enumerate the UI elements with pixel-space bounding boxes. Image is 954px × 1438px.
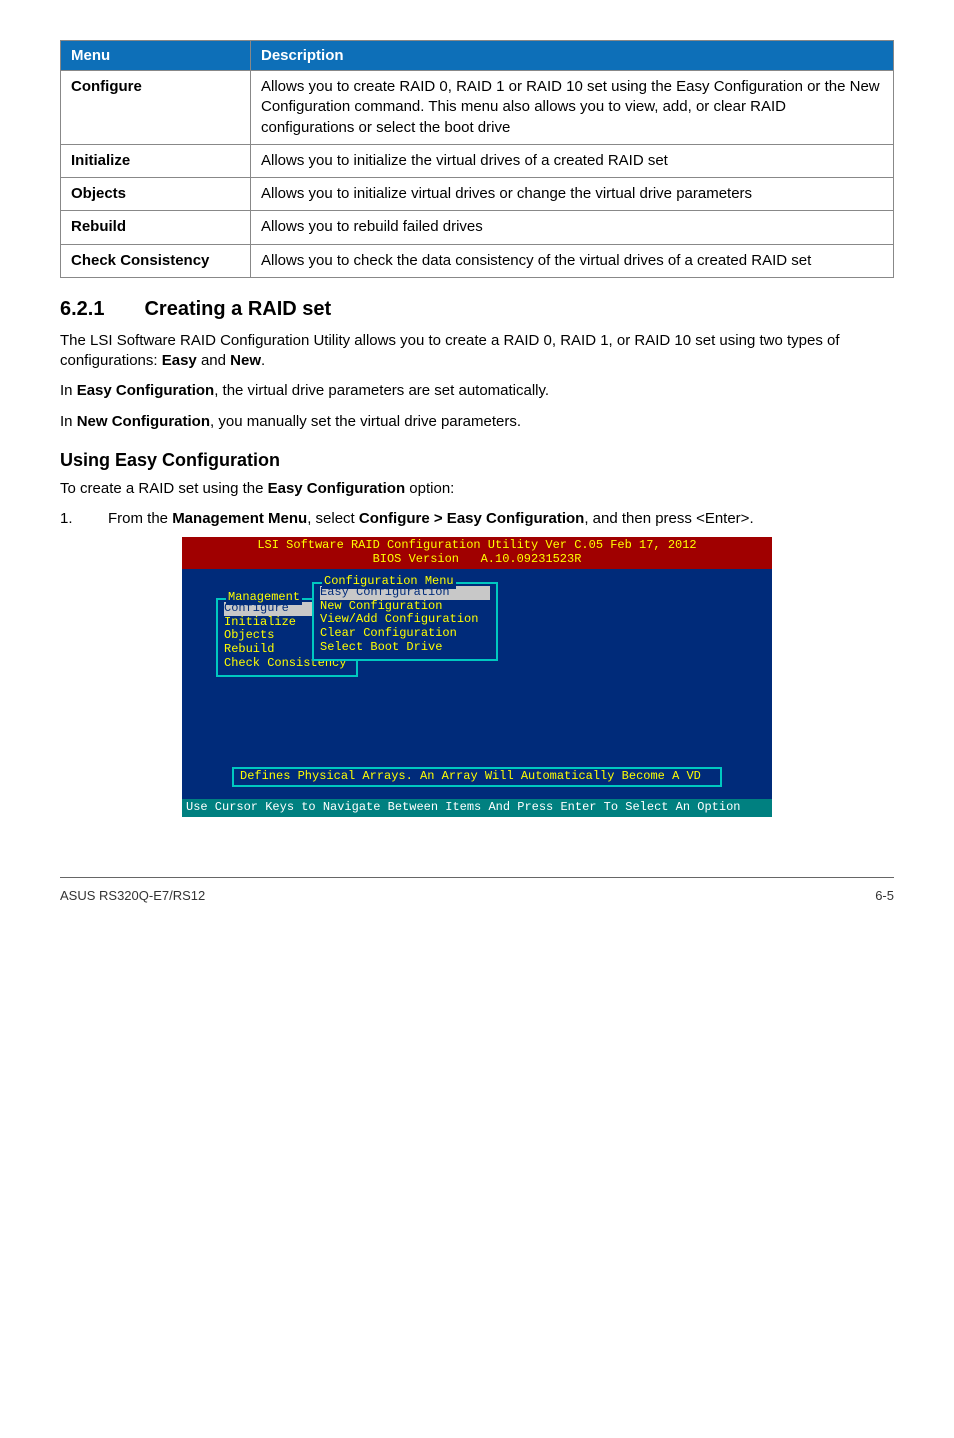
table-header-description: Description bbox=[251, 41, 894, 71]
configuration-menu-box: Configuration Menu Easy Configuration Ne… bbox=[312, 582, 498, 661]
bios-body: Management Configure Initialize Objects … bbox=[182, 569, 772, 799]
subheading: Using Easy Configuration bbox=[60, 450, 894, 471]
table-header-menu: Menu bbox=[61, 41, 251, 71]
cell-desc: Allows you to initialize virtual drives … bbox=[251, 178, 894, 211]
conf-item-clear[interactable]: Clear Configuration bbox=[320, 627, 490, 641]
conf-item-view-add[interactable]: View/Add Configuration bbox=[320, 613, 490, 627]
cell-menu: Configure bbox=[61, 71, 251, 145]
section-title: Creating a RAID set bbox=[144, 298, 331, 320]
table-row: Objects Allows you to initialize virtual… bbox=[61, 178, 894, 211]
bios-footer-hint: Use Cursor Keys to Navigate Between Item… bbox=[182, 799, 772, 817]
page-footer: ASUS RS320Q-E7/RS12 6-5 bbox=[60, 877, 894, 903]
paragraph: In New Configuration, you manually set t… bbox=[60, 412, 894, 432]
conf-item-boot-drive[interactable]: Select Boot Drive bbox=[320, 641, 490, 655]
configuration-menu-title: Configuration Menu bbox=[322, 575, 456, 589]
cell-desc: Allows you to rebuild failed drives bbox=[251, 211, 894, 244]
cell-desc: Allows you to check the data consistency… bbox=[251, 244, 894, 277]
management-menu-title: Management bbox=[226, 591, 302, 605]
cell-desc: Allows you to create RAID 0, RAID 1 or R… bbox=[251, 71, 894, 145]
cell-desc: Allows you to initialize the virtual dri… bbox=[251, 144, 894, 177]
table-row: Rebuild Allows you to rebuild failed dri… bbox=[61, 211, 894, 244]
bios-screenshot: LSI Software RAID Configuration Utility … bbox=[60, 537, 894, 816]
bios-header: LSI Software RAID Configuration Utility … bbox=[182, 537, 772, 569]
section-heading: 6.2.1 Creating a RAID set bbox=[60, 298, 894, 321]
conf-item-new[interactable]: New Configuration bbox=[320, 600, 490, 614]
section-number: 6.2.1 bbox=[60, 298, 104, 321]
table-row: Check Consistency Allows you to check th… bbox=[61, 244, 894, 277]
paragraph: The LSI Software RAID Configuration Util… bbox=[60, 331, 894, 372]
footer-page-number: 6-5 bbox=[875, 888, 894, 903]
cell-menu: Rebuild bbox=[61, 211, 251, 244]
steps-list: 1. From the Management Menu, select Conf… bbox=[60, 509, 894, 529]
cell-menu: Objects bbox=[61, 178, 251, 211]
step-item: 1. From the Management Menu, select Conf… bbox=[60, 509, 894, 529]
cell-menu: Check Consistency bbox=[61, 244, 251, 277]
bios-status-bar: Defines Physical Arrays. An Array Will A… bbox=[232, 767, 722, 787]
step-number: 1. bbox=[60, 509, 108, 529]
paragraph: To create a RAID set using the Easy Conf… bbox=[60, 479, 894, 499]
footer-model: ASUS RS320Q-E7/RS12 bbox=[60, 888, 205, 903]
cell-menu: Initialize bbox=[61, 144, 251, 177]
step-text: From the Management Menu, select Configu… bbox=[108, 509, 754, 529]
table-row: Initialize Allows you to initialize the … bbox=[61, 144, 894, 177]
table-row: Configure Allows you to create RAID 0, R… bbox=[61, 71, 894, 145]
menu-description-table: Menu Description Configure Allows you to… bbox=[60, 40, 894, 278]
paragraph: In Easy Configuration, the virtual drive… bbox=[60, 381, 894, 401]
